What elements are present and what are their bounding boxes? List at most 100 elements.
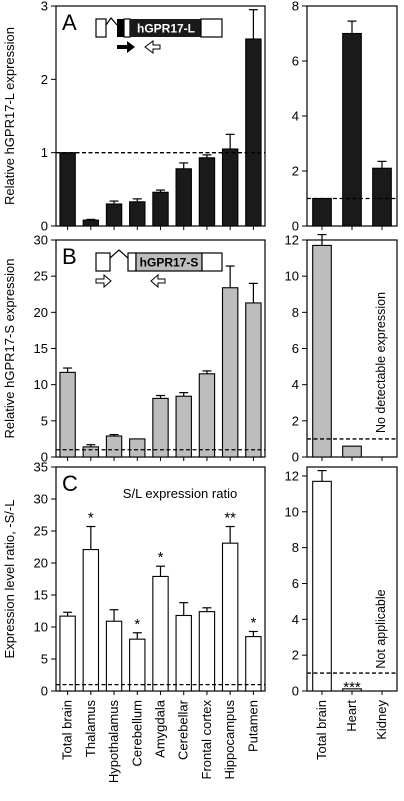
x-tick-label: Total brain — [314, 700, 329, 760]
significance-star: ** — [224, 510, 236, 527]
x-tick-label: Amygdala — [153, 699, 168, 758]
not-detected-note: No detectable expression — [374, 292, 388, 433]
bar — [59, 152, 76, 227]
y-tick-label: 20 — [34, 556, 48, 571]
bar — [198, 373, 216, 458]
bar — [175, 614, 192, 692]
y-tick-label: 2 — [41, 72, 48, 87]
construct-label: hGPR17-S — [140, 256, 199, 270]
y-tick-label: 30 — [34, 233, 48, 248]
bar — [152, 397, 169, 458]
bar — [105, 620, 123, 692]
exon-box — [127, 252, 137, 272]
y-tick-label: 10 — [34, 620, 48, 635]
significance-star: *** — [343, 679, 361, 696]
x-tick-label: Cerebellar — [176, 699, 191, 760]
bar — [59, 371, 76, 458]
y-axis-label: Relative hGPR17-L expression — [2, 27, 17, 205]
y-tick-label: 8 — [292, 305, 299, 320]
bar — [221, 542, 239, 692]
exon-box — [200, 18, 223, 38]
bar — [129, 201, 146, 227]
forward-primer-arrow — [95, 273, 112, 289]
bar — [372, 167, 392, 227]
gene-construct-diagram: hGPR17-S — [95, 249, 223, 289]
significance-star: * — [158, 549, 164, 566]
y-tick-label: 2 — [292, 413, 299, 428]
y-tick-label: 10 — [285, 269, 299, 284]
y-tick-label: 0 — [41, 684, 48, 699]
panel-a: 0 1 2 3 Relative hGPR17-L expression A 0 2 4 6 8 hG… — [2, 0, 398, 234]
y-tick-label: 6 — [292, 54, 299, 69]
bar — [245, 38, 262, 227]
bar — [245, 302, 262, 458]
bar — [59, 615, 76, 692]
bar — [129, 438, 146, 458]
panel-subtitle: S/L expression ratio — [123, 486, 237, 501]
bar — [221, 148, 239, 227]
bar — [175, 395, 192, 458]
y-axis-label: Expression level ratio, -S/-L — [2, 500, 17, 659]
x-tick-label: Heart — [344, 700, 359, 732]
y-tick-label: 8 — [292, 540, 299, 555]
significance-star: * — [250, 614, 256, 631]
exon-box — [95, 18, 107, 38]
bar — [312, 244, 332, 458]
bar — [82, 446, 100, 458]
bar — [105, 203, 123, 227]
intron-line — [105, 17, 118, 26]
bar — [82, 549, 100, 692]
bar — [152, 191, 169, 227]
y-tick-label: 0 — [41, 219, 48, 234]
y-tick-label: 0 — [292, 450, 299, 465]
bar — [312, 197, 332, 227]
y-tick-label: 15 — [34, 588, 48, 603]
y-tick-label: 5 — [41, 652, 48, 667]
y-tick-label: 15 — [34, 341, 48, 356]
y-tick-label: 6 — [292, 341, 299, 356]
y-tick-label: 2 — [292, 648, 299, 663]
y-tick-label: 12 — [285, 468, 299, 483]
bar — [105, 435, 123, 458]
panel-letter: A — [62, 10, 77, 35]
reverse-primer-arrow — [144, 40, 161, 54]
y-tick-label: 10 — [285, 504, 299, 519]
y-tick-label: 4 — [292, 612, 299, 627]
bar — [175, 168, 192, 227]
bar — [342, 688, 362, 692]
y-tick-label: 12 — [285, 233, 299, 248]
y-tick-label: 6 — [292, 576, 299, 591]
y-tick-label: 25 — [34, 269, 48, 284]
y-tick-label: 4 — [292, 109, 299, 124]
y-tick-label: 8 — [292, 0, 299, 14]
y-tick-label: 10 — [34, 377, 48, 392]
gene-construct-diagram: hGPR17-L — [95, 17, 223, 54]
x-axis-labels: Total brain Thalamus Hypothalamus Cerebellu… — [60, 699, 389, 783]
x-tick-label: Thalamus — [83, 700, 98, 758]
construct-label: hGPR17-L — [137, 22, 195, 36]
exon-box — [95, 252, 111, 272]
x-tick-label: Frontal cortex — [199, 700, 214, 780]
x-tick-label: Putamen — [245, 700, 260, 752]
panel-letter: B — [62, 244, 77, 269]
bar — [152, 575, 169, 692]
significance-star: * — [88, 510, 94, 527]
y-tick-label: 0 — [292, 219, 299, 234]
reverse-primer-arrow — [150, 273, 166, 289]
y-tick-label: 3 — [41, 0, 48, 14]
y-tick-label: 1 — [41, 145, 48, 160]
y-axis-label: Relative hGPR17-S expression — [2, 259, 17, 439]
not-detected-note: Not applicable — [374, 589, 388, 668]
bar — [221, 287, 239, 458]
y-tick-label: 2 — [292, 164, 299, 179]
x-tick-label: Total brain — [60, 700, 75, 760]
y-tick-label: 30 — [34, 492, 48, 507]
y-tick-label: 35 — [34, 460, 48, 475]
significance-star: * — [134, 616, 140, 633]
x-tick-label: Cerebellum — [129, 700, 144, 766]
bar — [82, 219, 100, 227]
intron-line — [109, 249, 129, 259]
y-tick-label: 0 — [292, 684, 299, 699]
